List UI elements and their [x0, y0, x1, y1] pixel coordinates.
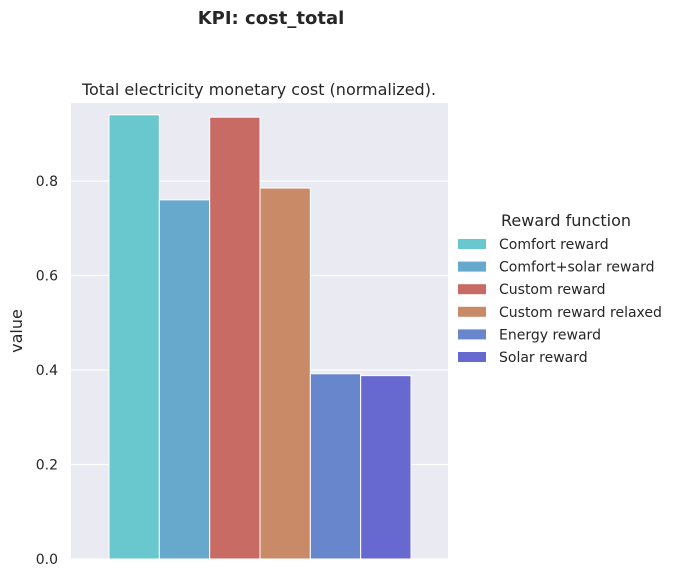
bar-comfort-reward — [108, 114, 160, 560]
y-tick-label-0: 0.0 — [36, 552, 58, 568]
y-tick-label-3: 0.6 — [36, 268, 58, 284]
bar-custom-reward-relaxed — [259, 187, 311, 560]
legend-title: Reward function — [501, 211, 631, 230]
bar-energy-reward — [309, 373, 362, 560]
legend-label-custom-reward: Custom reward — [499, 282, 606, 298]
legend-label-solar-reward: Solar reward — [499, 350, 588, 366]
legend-swatch-custom-reward — [458, 284, 486, 295]
legend-swatch-solar-reward — [458, 352, 486, 362]
axes-title: Total electricity monetary cost (normali… — [81, 80, 436, 99]
bar-custom-reward — [209, 116, 261, 560]
legend-label-comfort-reward: Comfort reward — [499, 237, 609, 253]
y-ticks: 0.0 0.2 0.4 0.6 0.8 — [36, 174, 58, 568]
legend-label-custom-reward-relaxed: Custom reward relaxed — [499, 305, 662, 321]
y-axis-label: value — [7, 309, 26, 353]
legend-label-comfort-solar-reward: Comfort+solar reward — [499, 260, 654, 276]
legend-swatch-energy-reward — [458, 329, 486, 340]
y-tick-label-2: 0.4 — [36, 363, 58, 379]
legend-swatch-comfort-reward — [458, 239, 486, 249]
legend-swatch-comfort-solar-reward — [458, 261, 486, 272]
legend-label-energy-reward: Energy reward — [499, 327, 601, 343]
bar-solar-reward — [360, 375, 412, 560]
bar-comfort-solar-reward — [158, 199, 211, 560]
legend: Reward function Comfort reward Comfort+so… — [458, 211, 662, 366]
y-tick-label-4: 0.8 — [36, 174, 58, 190]
legend-swatch-custom-reward-relaxed — [458, 306, 486, 317]
y-tick-label-1: 0.2 — [36, 457, 58, 473]
bars — [108, 114, 412, 560]
figure-suptitle: KPI: cost_total — [198, 8, 345, 29]
